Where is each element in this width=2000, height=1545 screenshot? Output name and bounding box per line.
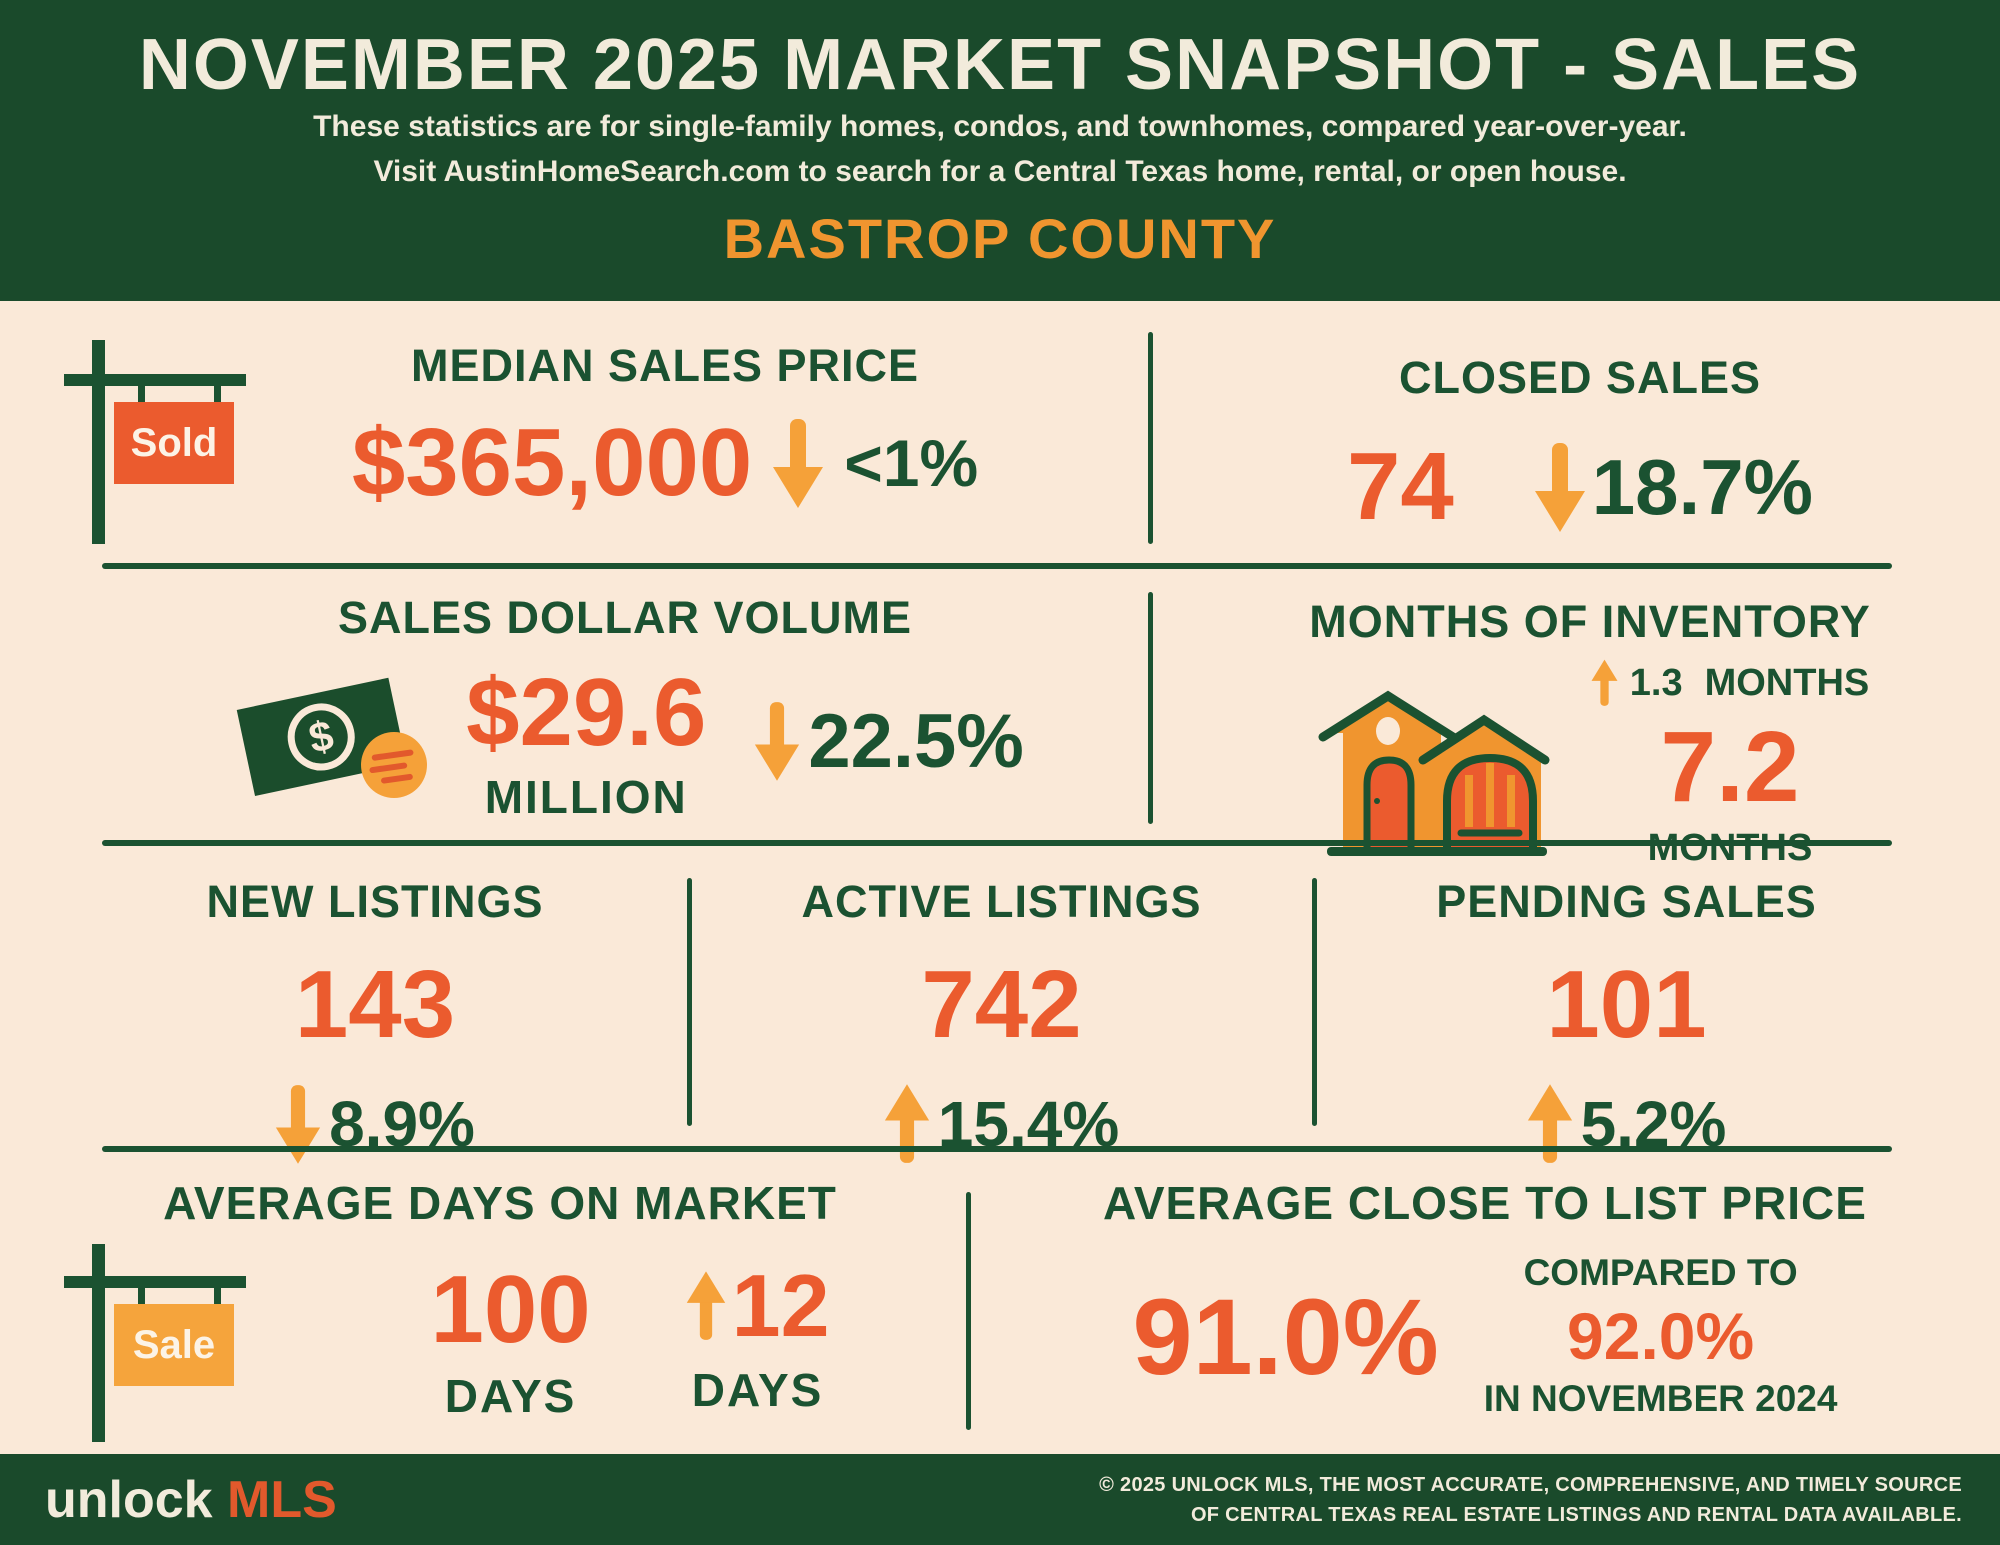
closed-sales-value: 74 [1347, 433, 1454, 540]
divider-row4-vertical [966, 1192, 971, 1430]
closed-sales-section: CLOSED SALES 74 18.7% [1200, 352, 1960, 542]
down-arrow-icon [755, 702, 800, 781]
median-sales-price-value: $365,000 [351, 409, 753, 516]
up-arrow-icon [1591, 659, 1618, 706]
pending-sales-title: PENDING SALES [1436, 876, 1817, 927]
unlock-mls-logo: unlock MLS [45, 1470, 337, 1530]
sales-dollar-volume-section: SALES DOLLAR VOLUME $ $29.6 MILLION 22.5… [100, 592, 1150, 824]
inventory-value: 7.2 [1660, 711, 1800, 823]
copyright-line-2: OF CENTRAL TEXAS REAL ESTATE LISTINGS AN… [1190, 1503, 1962, 1526]
close-to-list-compared-label: COMPARED TO [1523, 1252, 1798, 1293]
close-to-list-compared-period: IN NOVEMBER 2024 [1483, 1378, 1838, 1419]
divider-horizontal-3 [102, 1146, 1892, 1152]
copyright-text: © 2025 UNLOCK MLS, THE MOST ACCURATE, CO… [1099, 1470, 1962, 1530]
avg-close-to-list-title: AVERAGE CLOSE TO LIST PRICE [1103, 1177, 1867, 1229]
sold-sign-label: Sold [131, 421, 218, 465]
closed-sales-title: CLOSED SALES [1398, 352, 1762, 403]
divider-row3-vertical-2 [1312, 878, 1317, 1126]
inventory-change-unit: MONTHS [1704, 661, 1870, 704]
pending-sales-value: 101 [1546, 951, 1707, 1058]
up-arrow-icon [884, 1084, 929, 1163]
new-listings-value: 143 [294, 951, 456, 1058]
sales-dollar-volume-value: $29.6 [466, 659, 707, 766]
avg-days-change-unit: DAYS [691, 1364, 824, 1416]
page-title: NOVEMBER 2025 MARKET SNAPSHOT - SALES [138, 25, 1862, 105]
header-banner: NOVEMBER 2025 MARKET SNAPSHOT - SALES Th… [0, 0, 2000, 301]
divider-horizontal-2 [102, 840, 1892, 846]
down-arrow-icon [275, 1085, 321, 1164]
down-arrow-icon [1534, 443, 1585, 532]
header-subtitle: These statistics are for single-family h… [0, 104, 2000, 194]
avg-days-on-market-content: 100 DAYS 12 DAYS [260, 1255, 1000, 1423]
close-to-list-value: 91.0% [1132, 1275, 1439, 1397]
divider-row1-vertical [1148, 332, 1153, 544]
up-arrow-icon [686, 1271, 725, 1340]
active-listings-title: ACTIVE LISTINGS [801, 876, 1202, 927]
inventory-change-value: 1.3 [1629, 661, 1683, 704]
closed-sales-change: 18.7% [1591, 442, 1813, 531]
avg-days-change: 12 [731, 1256, 830, 1355]
house-icon [1318, 690, 1550, 856]
median-sales-price-change: <1% [844, 426, 979, 500]
active-listings-section: ACTIVE LISTINGS 742 15.4% [689, 876, 1314, 1166]
down-arrow-icon [773, 419, 824, 508]
avg-days-on-market-title: AVERAGE DAYS ON MARKET [163, 1177, 837, 1229]
divider-horizontal-1 [102, 563, 1892, 569]
sale-sign-label: Sale [133, 1323, 215, 1367]
months-of-inventory-section: MONTHS OF INVENTORY [1195, 596, 1985, 870]
avg-close-to-list-content: 91.0% COMPARED TO 92.0% IN NOVEMBER 2024 [1010, 1252, 1960, 1420]
avg-days-value-unit: DAYS [444, 1370, 577, 1422]
close-to-list-compared-value: 92.0% [1567, 1299, 1755, 1373]
subtitle-line-1: These statistics are for single-family h… [313, 110, 1687, 143]
pending-sales-section: PENDING SALES 101 5.2% [1314, 876, 1939, 1166]
new-listings-title: NEW LISTINGS [206, 876, 544, 927]
sales-dollar-volume-unit: MILLION [484, 771, 688, 823]
active-listings-value: 742 [921, 951, 1082, 1058]
sales-dollar-volume-change: 22.5% [808, 698, 1024, 784]
months-of-inventory-title: MONTHS OF INVENTORY [1309, 596, 1871, 647]
inventory-unit: MONTHS [1647, 827, 1813, 869]
avg-days-value: 100 [430, 1256, 591, 1363]
sale-sign-icon: Sale [64, 1244, 246, 1442]
median-sales-price-section: MEDIAN SALES PRICE $365,000 <1% [230, 340, 1100, 518]
sales-dollar-volume-title: SALES DOLLAR VOLUME [337, 592, 912, 643]
subtitle-line-2: Visit AustinHomeSearch.com to search for… [373, 155, 1627, 188]
brand-mls: MLS [227, 1470, 337, 1529]
county-name: BASTROP COUNTY [723, 207, 1277, 270]
divider-row3-vertical-1 [687, 878, 692, 1126]
brand-unlock: unlock [45, 1470, 213, 1529]
copyright-line-1: © 2025 UNLOCK MLS, THE MOST ACCURATE, CO… [1099, 1473, 1962, 1496]
median-sales-price-title: MEDIAN SALES PRICE [410, 340, 920, 391]
money-bill-coin-icon: $ [236, 677, 428, 798]
new-listings-section: NEW LISTINGS 143 8.9% [60, 876, 690, 1166]
footer-banner: unlock MLS © 2025 UNLOCK MLS, THE MOST A… [0, 1454, 2000, 1545]
up-arrow-icon [1527, 1084, 1572, 1163]
sold-sign-icon: Sold [64, 340, 246, 544]
divider-row2-vertical [1148, 592, 1153, 824]
